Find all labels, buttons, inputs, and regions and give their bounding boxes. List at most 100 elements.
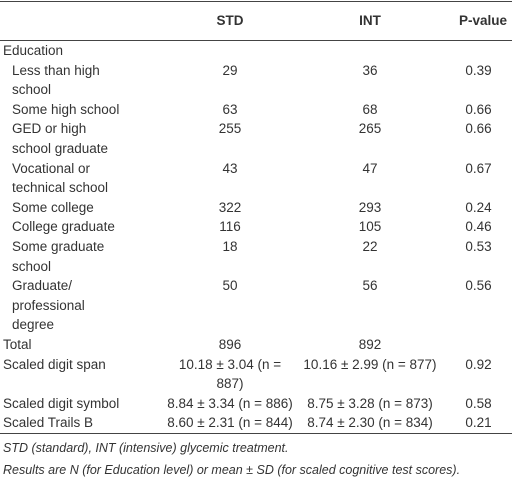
value-cell: 47: [295, 159, 445, 198]
header-cell: INT: [295, 1, 445, 41]
value-cell: 22: [295, 237, 445, 276]
footnote: STD (standard), INT (intensive) glycemic…: [3, 440, 289, 455]
cell-value: 22: [362, 238, 378, 254]
cell-value: 0.46: [465, 219, 492, 235]
row-label: Total: [3, 336, 32, 352]
cell-value: 50: [222, 278, 238, 294]
value-cell: 36: [295, 61, 445, 100]
value-cell: 29: [165, 61, 295, 100]
row-label: Graduate/ professional degree: [12, 278, 85, 333]
row-label-cell: Scaled digit span: [0, 355, 165, 394]
cell-value: 29: [222, 62, 238, 78]
value-cell: 0.66: [445, 119, 512, 158]
value-cell: 18: [165, 237, 295, 276]
cell-value: 47: [362, 160, 378, 176]
value-cell: 10.18 ± 3.04 (n = 887): [165, 355, 295, 394]
cell-value: 10.16 ± 2.99 (n = 877): [303, 356, 437, 372]
row-label: Scaled Trails B: [3, 415, 94, 431]
value-cell: 50: [165, 276, 295, 335]
row-label: GED or high school graduate: [12, 121, 109, 156]
row-label-cell: Scaled Trails B: [0, 413, 165, 433]
row-label-cell: Less than high school: [0, 61, 165, 100]
cell-value: 0.56: [465, 278, 492, 294]
header-row: STD INT P-value: [0, 1, 512, 41]
cell-value: 10.18 ± 3.04 (n = 887): [178, 356, 282, 392]
footnote: Results are N (for Education level) or m…: [3, 462, 461, 477]
cell-value: 892: [358, 336, 382, 352]
cell-value: 36: [362, 62, 378, 78]
value-cell: 56: [295, 276, 445, 335]
row-label: Some college: [12, 199, 94, 215]
value-cell: 0.92: [445, 355, 512, 394]
value-cell: 0.58: [445, 394, 512, 414]
section-label: Education: [3, 43, 64, 58]
cell-value: 43: [222, 160, 238, 176]
value-cell: 322: [165, 198, 295, 218]
value-cell: 255: [165, 119, 295, 158]
table-row: Less than high school 29 36 0.39: [0, 61, 512, 100]
cell-value: 8.60 ± 2.31 (n = 844): [167, 415, 293, 431]
table-body: Education Less than high school 29 36 0.39 So…: [0, 41, 512, 434]
cell-value: 56: [362, 278, 378, 294]
table-row: Vocational or technical school 43 47 0.67: [0, 159, 512, 198]
value-cell: 8.74 ± 2.30 (n = 834): [295, 413, 445, 433]
row-label-cell: Total: [0, 335, 165, 355]
value-cell: 8.84 ± 3.34 (n = 886): [165, 394, 295, 414]
value-cell: 293: [295, 198, 445, 218]
row-label-cell: Scaled digit symbol: [0, 394, 165, 414]
row-label: Vocational or technical school: [12, 160, 109, 196]
value-cell: 265: [295, 119, 445, 158]
cell-value: 105: [358, 219, 382, 235]
cell-value: 68: [362, 101, 378, 117]
row-label: College graduate: [12, 219, 115, 235]
section-row: Education: [0, 41, 512, 61]
cell-value: 18: [222, 238, 238, 254]
table-row: Scaled digit span 10.18 ± 3.04 (n = 887) 1…: [0, 355, 512, 394]
row-label-cell: Some graduate school: [0, 237, 165, 276]
footnotes: STD (standard), INT (intensive) glycemic…: [0, 437, 512, 481]
value-cell: 68: [295, 100, 445, 120]
cell-value: 0.66: [465, 101, 492, 117]
value-cell: 0.56: [445, 276, 512, 335]
row-label-cell: Vocational or technical school: [0, 159, 165, 198]
cell-value: 63: [222, 101, 238, 117]
value-cell: 116: [165, 217, 295, 237]
table-row: Graduate/ professional degree 50 56 0.56: [0, 276, 512, 335]
row-label-cell: Some college: [0, 198, 165, 218]
cell-value: 0.66: [465, 121, 492, 137]
table-row: Some graduate school 18 22 0.53: [0, 237, 512, 276]
value-cell: 0.66: [445, 100, 512, 120]
table-row: Some college 322 293 0.24: [0, 198, 512, 218]
cell-value: 116: [219, 219, 241, 235]
value-cell: 0.24: [445, 198, 512, 218]
header-blank: [0, 1, 165, 41]
cell-value: 0.67: [465, 160, 492, 176]
row-label-cell: Graduate/ professional degree: [0, 276, 165, 335]
table-row: College graduate 116 105 0.46: [0, 217, 512, 237]
row-label-cell: College graduate: [0, 217, 165, 237]
row-label: Some high school: [12, 101, 120, 117]
data-table: STD INT P-value Education Less than high …: [0, 1, 512, 434]
value-cell: 896: [165, 335, 295, 355]
row-label: Scaled digit symbol: [3, 395, 120, 411]
cell-value: 0.58: [465, 395, 492, 411]
cell-value: 0.21: [465, 415, 492, 431]
row-label: Less than high school: [12, 62, 100, 98]
value-cell: 0.39: [445, 61, 512, 100]
value-cell: 0.21: [445, 413, 512, 433]
value-cell: 105: [295, 217, 445, 237]
cell-value: 8.75 ± 3.28 (n = 873): [307, 395, 433, 411]
value-cell: 0.53: [445, 237, 512, 276]
value-cell: 8.60 ± 2.31 (n = 844): [165, 413, 295, 433]
cell-value: 293: [358, 199, 382, 215]
value-cell: 0.67: [445, 159, 512, 198]
table-row: GED or high school graduate 255 265 0.66: [0, 119, 512, 158]
table-row: Some high school 63 68 0.66: [0, 100, 512, 120]
row-label: Some graduate school: [12, 238, 105, 274]
value-cell: 63: [165, 100, 295, 120]
cell-value: 265: [358, 121, 382, 137]
cell-value: 8.74 ± 2.30 (n = 834): [307, 415, 433, 431]
cell-value: 0.53: [465, 238, 492, 254]
cell-value: 8.84 ± 3.34 (n = 886): [167, 395, 293, 411]
